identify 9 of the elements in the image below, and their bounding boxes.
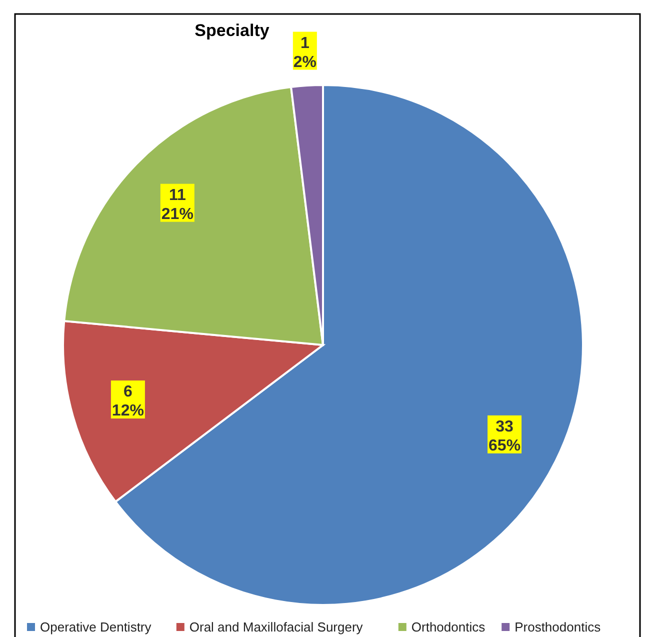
data-label: 6 12% bbox=[112, 384, 144, 420]
legend-label: Oral and Maxillofacial Surgery bbox=[189, 620, 364, 635]
legend-label: Prosthodontics bbox=[514, 620, 602, 635]
data-label: 11 21% bbox=[161, 186, 194, 223]
legend-label: Operative Dentistry bbox=[40, 620, 152, 635]
legend-label: Orthodontics bbox=[411, 620, 486, 635]
chart-title: Specialty bbox=[194, 21, 270, 40]
data-label: 33 65% bbox=[488, 418, 521, 454]
data-label: 1 2% bbox=[293, 34, 316, 71]
